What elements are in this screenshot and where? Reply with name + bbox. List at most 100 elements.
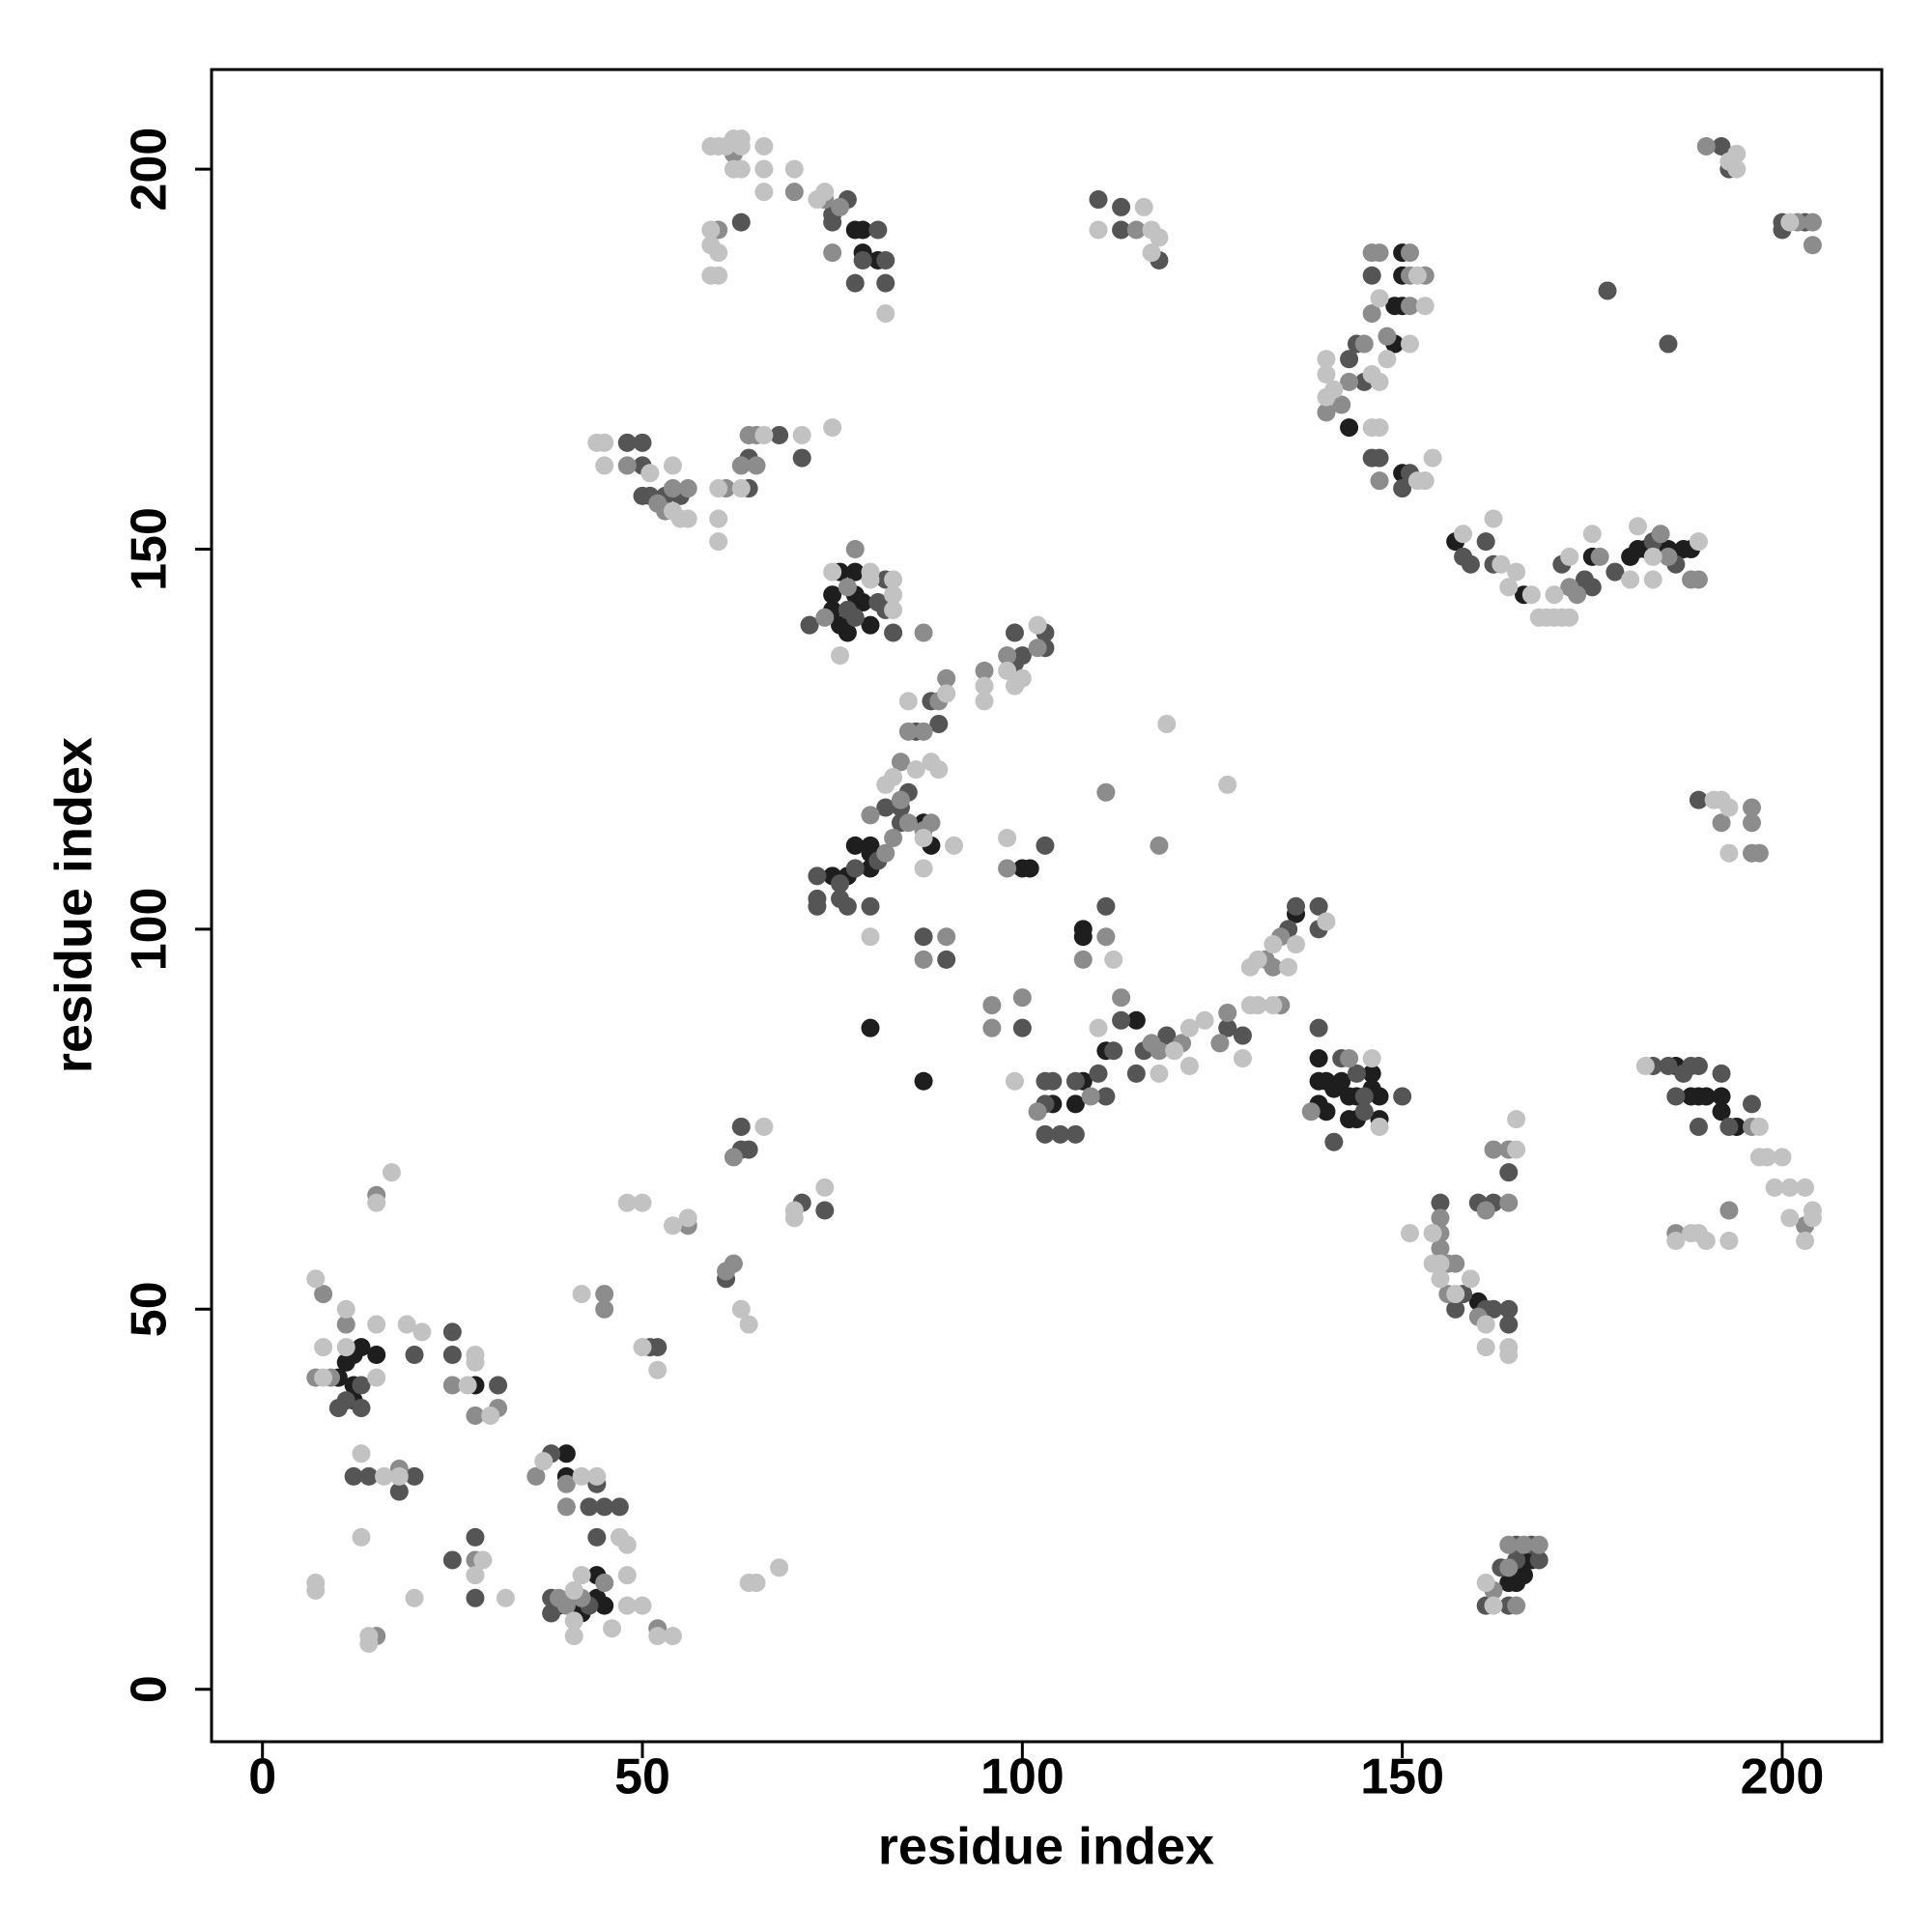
point	[747, 456, 766, 475]
point	[640, 464, 660, 483]
point	[1112, 988, 1131, 1008]
point	[556, 1596, 576, 1615]
point	[1590, 547, 1609, 566]
point	[1757, 1148, 1776, 1167]
point	[1324, 1132, 1344, 1151]
point	[314, 1285, 333, 1304]
point	[1309, 1018, 1328, 1037]
point	[1309, 896, 1328, 916]
point	[884, 600, 903, 619]
point	[389, 1466, 409, 1486]
point	[1340, 350, 1359, 369]
point	[868, 220, 888, 240]
point	[595, 456, 614, 475]
y-tick-label: 50	[122, 1281, 178, 1337]
point	[1401, 1224, 1420, 1243]
point	[442, 1346, 462, 1365]
point	[1340, 372, 1359, 391]
point	[1126, 220, 1146, 240]
point	[884, 570, 903, 589]
point	[1431, 1238, 1450, 1258]
point	[731, 1117, 751, 1136]
point	[861, 896, 880, 916]
plot-frame	[210, 68, 1884, 1744]
point	[1499, 1193, 1519, 1212]
point	[709, 243, 728, 263]
point	[1073, 950, 1093, 969]
point	[731, 479, 751, 498]
point	[1264, 935, 1283, 954]
point	[845, 562, 865, 582]
point	[884, 768, 903, 787]
point	[754, 136, 774, 156]
point	[1378, 350, 1397, 369]
point	[1210, 1034, 1230, 1053]
point	[1415, 471, 1435, 491]
point	[1248, 996, 1267, 1015]
point	[1112, 220, 1131, 240]
point	[1005, 623, 1024, 642]
point	[1065, 1094, 1085, 1114]
point	[1012, 646, 1032, 666]
point	[534, 1452, 554, 1471]
point	[914, 828, 933, 847]
y-tick-label: 200	[122, 128, 178, 212]
x-axis-label: residue index	[878, 1817, 1214, 1875]
point	[1370, 243, 1389, 263]
point	[412, 1322, 432, 1342]
point	[367, 1368, 386, 1387]
point	[1378, 327, 1397, 346]
point	[1499, 1558, 1519, 1577]
point	[1179, 1057, 1199, 1076]
point	[466, 1566, 485, 1585]
point	[1454, 525, 1473, 544]
point	[1036, 1124, 1055, 1144]
point	[1689, 1117, 1708, 1136]
point	[975, 661, 994, 680]
point	[556, 1497, 576, 1517]
point	[1780, 1178, 1800, 1197]
point	[1689, 570, 1708, 589]
point	[1401, 243, 1420, 263]
x-tick-label: 150	[1360, 1749, 1444, 1805]
point	[1476, 1315, 1495, 1334]
point	[595, 1497, 614, 1517]
point	[617, 1535, 637, 1554]
point	[397, 1315, 416, 1334]
point	[800, 615, 819, 635]
point	[1476, 532, 1495, 552]
point	[1165, 1041, 1184, 1061]
point	[1507, 1110, 1526, 1129]
point	[914, 950, 933, 969]
point	[1393, 1087, 1412, 1106]
point	[1431, 1254, 1450, 1273]
point	[823, 418, 842, 438]
point	[1370, 372, 1389, 391]
point	[1112, 197, 1131, 216]
point	[1104, 950, 1123, 969]
point	[1347, 1064, 1366, 1083]
point	[1461, 554, 1480, 574]
point	[1635, 1057, 1655, 1076]
point	[1150, 1064, 1169, 1083]
point	[1081, 1087, 1100, 1106]
point	[1370, 418, 1389, 438]
point	[367, 1346, 386, 1365]
point	[838, 578, 857, 597]
point	[1157, 1026, 1177, 1045]
point	[1317, 1102, 1336, 1122]
point	[633, 433, 652, 452]
point	[1605, 562, 1625, 582]
point	[1719, 798, 1739, 817]
point	[754, 159, 774, 179]
point	[922, 753, 941, 772]
point	[739, 1315, 758, 1334]
point	[815, 183, 835, 202]
point	[1659, 1057, 1678, 1076]
point	[1362, 1049, 1381, 1068]
point	[861, 615, 880, 635]
point	[1218, 775, 1237, 794]
point	[731, 1299, 751, 1319]
point	[1484, 1596, 1503, 1615]
